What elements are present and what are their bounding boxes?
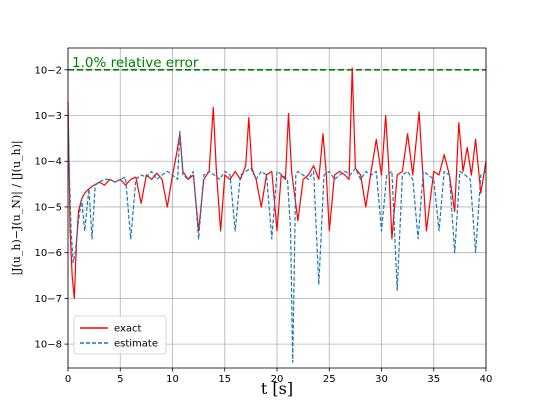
y-ticks: 10−8 10−7 10−6 10−5 10−4 10−3 10−2 bbox=[35, 65, 68, 351]
x-tick-label: 40 bbox=[480, 374, 493, 385]
y-axis-label: |J(u_h)−J(u_N)| / |J(u_h)| bbox=[10, 140, 24, 275]
x-tick-label: 15 bbox=[218, 374, 231, 385]
y-tick-label: 10−4 bbox=[35, 157, 62, 168]
x-tick-label: 20 bbox=[271, 374, 284, 385]
legend-label-exact: exact bbox=[114, 324, 142, 335]
y-tick-label: 10−5 bbox=[35, 202, 62, 213]
series-group bbox=[67, 67, 487, 363]
x-tick-label: 0 bbox=[65, 374, 71, 385]
grid bbox=[67, 48, 487, 368]
legend-label-estimate: estimate bbox=[114, 339, 158, 350]
y-tick-label: 10−7 bbox=[35, 294, 62, 305]
x-ticks: 0 5 10 15 20 25 30 35 40 bbox=[65, 368, 493, 385]
x-tick-label: 10 bbox=[166, 374, 179, 385]
legend-box bbox=[73, 315, 167, 355]
x-tick-label: 35 bbox=[427, 374, 440, 385]
x-tick-label: 30 bbox=[375, 374, 388, 385]
y-tick-label: 10−6 bbox=[35, 248, 62, 259]
reference-line-label: 1.0% relative error bbox=[72, 55, 199, 71]
series-line-exact bbox=[67, 67, 487, 299]
x-tick-label: 5 bbox=[117, 374, 123, 385]
y-tick-label: 10−3 bbox=[35, 111, 62, 122]
x-axis-label: t [s] bbox=[261, 379, 293, 398]
x-tick-label: 25 bbox=[323, 374, 336, 385]
y-tick-label: 10−8 bbox=[35, 340, 62, 351]
legend: exact estimate bbox=[73, 315, 167, 355]
y-tick-label: 10−2 bbox=[35, 65, 62, 76]
series-line-estimate bbox=[67, 115, 487, 363]
